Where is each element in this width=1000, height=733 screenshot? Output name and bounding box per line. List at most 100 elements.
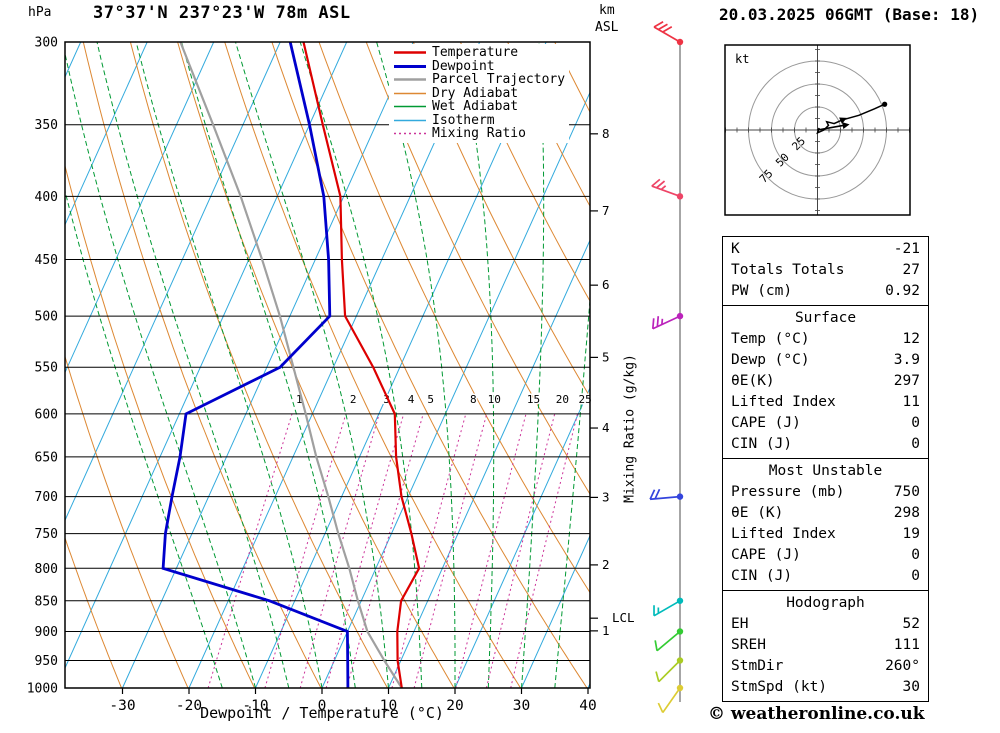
mixing-ratio-line-sample <box>394 133 426 135</box>
stat-value: 19 <box>902 526 920 542</box>
stat-row: StmSpd (kt) 30 <box>731 677 920 698</box>
svg-text:700: 700 <box>35 490 58 505</box>
wet-adiabat-line-sample <box>394 106 426 108</box>
stat-label: Pressure (mb) <box>731 484 845 500</box>
svg-text:15: 15 <box>527 393 540 406</box>
stat-row: EH 52 <box>731 614 920 635</box>
run-date-title: 20.03.2025 06GMT (Base: 18) <box>719 5 980 24</box>
svg-text:1: 1 <box>602 623 610 638</box>
svg-text:0: 0 <box>318 698 327 714</box>
mixing-ratio-axis-label: Mixing Ratio (g/kg) <box>622 354 638 503</box>
credit-text: © weatheronline.co.uk <box>708 704 925 724</box>
stat-row: CIN (J) 0 <box>731 566 920 587</box>
legend-label: Mixing Ratio <box>432 126 526 142</box>
pressure-unit-label: hPa <box>28 5 52 20</box>
stat-row: Lifted Index 19 <box>731 524 920 545</box>
svg-text:30: 30 <box>513 698 530 714</box>
stat-label: Totals Totals <box>731 262 845 278</box>
stat-value: 0 <box>911 436 920 452</box>
legend-label: Wet Adiabat <box>432 99 519 115</box>
wind-barb-column <box>649 21 684 714</box>
legend-item-mixing-ratio: Mixing Ratio <box>393 126 569 142</box>
indices-section: K -21 Totals Totals 27 PW (cm) 0.92 <box>723 237 928 306</box>
stat-label: StmSpd (kt) <box>731 679 828 695</box>
svg-text:600: 600 <box>35 407 58 422</box>
stat-label: CAPE (J) <box>731 547 801 563</box>
isotherm-line-sample <box>394 119 426 121</box>
stat-value: 297 <box>893 373 920 389</box>
svg-text:400: 400 <box>35 190 58 205</box>
stat-value: 298 <box>893 505 920 521</box>
legend-item-wet-adiabat: Wet Adiabat <box>393 99 569 115</box>
svg-text:20: 20 <box>556 393 569 406</box>
parcel-trajectory-curve <box>179 42 403 688</box>
stat-row: SREH 111 <box>731 635 920 656</box>
stat-label: K <box>731 241 740 257</box>
svg-text:-20: -20 <box>176 698 202 714</box>
legend-item-isotherm: Isotherm <box>393 113 569 128</box>
legend-label: Dry Adiabat <box>432 85 519 101</box>
section-title: Surface <box>794 310 857 326</box>
section-title: Hodograph <box>786 595 865 611</box>
svg-text:2: 2 <box>350 393 357 406</box>
stat-value: 260° <box>885 658 920 674</box>
plot-border <box>64 41 591 689</box>
axis-tick-labels: 3003504004505005506006507007508008509009… <box>27 36 597 715</box>
svg-text:500: 500 <box>35 310 58 325</box>
stat-label: CIN (J) <box>731 436 793 452</box>
hodograph-border <box>724 44 911 216</box>
svg-text:850: 850 <box>35 594 58 609</box>
stat-label: θE (K) <box>731 505 784 521</box>
svg-text:900: 900 <box>35 625 58 640</box>
temperature-axis-label: Dewpoint / Temperature (°C) <box>200 704 444 722</box>
stat-row: CAPE (J) 0 <box>731 413 920 434</box>
stat-row: Totals Totals 27 <box>731 260 920 281</box>
stat-value: 52 <box>902 616 920 632</box>
svg-text:LCL: LCL <box>612 610 635 625</box>
isobar-lines <box>65 41 590 689</box>
stat-row: Dewp (°C) 3.9 <box>731 350 920 371</box>
svg-text:3: 3 <box>383 393 390 406</box>
stat-label: Temp (°C) <box>731 331 810 347</box>
svg-text:-10: -10 <box>242 698 268 714</box>
svg-text:4: 4 <box>602 420 610 435</box>
svg-text:7: 7 <box>602 203 610 218</box>
surface-section: Surface Temp (°C) 12 Dewp (°C) 3.9 θE(K) 29… <box>723 306 928 459</box>
svg-text:25: 25 <box>789 135 808 154</box>
stat-value: -21 <box>893 241 920 257</box>
legend-item-dewpoint: Dewpoint <box>393 59 569 74</box>
stat-label: CAPE (J) <box>731 415 801 431</box>
legend-item-dry-adiabat: Dry Adiabat <box>393 85 569 101</box>
asl-axis-unit: ASL <box>595 20 619 35</box>
hodograph-section: Hodograph EH 52 SREH 111 StmDir 260° StmSpd… <box>723 591 928 701</box>
stat-label: PW (cm) <box>731 283 793 299</box>
stat-row: Pressure (mb) 750 <box>731 482 920 503</box>
stat-label: EH <box>731 616 749 632</box>
stat-value: 0 <box>911 568 920 584</box>
svg-text:450: 450 <box>35 253 58 268</box>
svg-text:8: 8 <box>470 393 477 406</box>
svg-text:3: 3 <box>602 489 610 504</box>
stat-label: Lifted Index <box>731 526 836 542</box>
svg-text:5: 5 <box>602 349 610 364</box>
legend-label: Parcel Trajectory <box>432 72 566 88</box>
svg-text:25: 25 <box>579 393 592 406</box>
stat-label: CIN (J) <box>731 568 793 584</box>
legend-item-parcel-trajectory: Parcel Trajectory <box>393 72 569 88</box>
stat-label: SREH <box>731 637 766 653</box>
mixing-ratio-labels: 1 2 3 4 5 8 10 15 20 25 <box>294 392 593 408</box>
svg-text:1000: 1000 <box>27 682 58 697</box>
svg-text:1: 1 <box>296 393 303 406</box>
stat-value: 27 <box>902 262 920 278</box>
parcel-trajectory-line-sample <box>394 78 426 81</box>
dry-adiabat-line-sample <box>394 92 426 94</box>
stat-value: 11 <box>902 394 920 410</box>
stat-label: θE(K) <box>731 373 775 389</box>
svg-text:550: 550 <box>35 361 58 376</box>
stat-value: 30 <box>902 679 920 695</box>
svg-text:10: 10 <box>380 698 397 714</box>
svg-text:2: 2 <box>602 557 610 572</box>
